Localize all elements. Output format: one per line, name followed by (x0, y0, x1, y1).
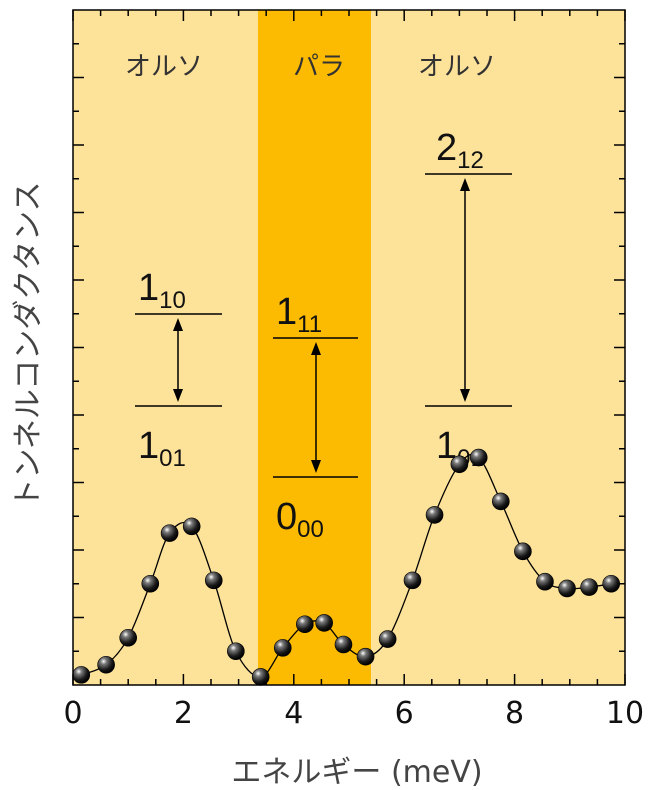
data-point (356, 647, 375, 666)
upper-level-main: 1 (138, 267, 159, 309)
upper-level-label: 212 (436, 127, 484, 174)
region-label-ortho-left: オルソ (125, 52, 203, 82)
upper-level-label: 111 (276, 291, 322, 338)
data-point (514, 542, 532, 561)
upper-level-label: 110 (138, 267, 186, 314)
data-point (119, 628, 137, 647)
data-point (403, 571, 422, 590)
region-label-para: パラ (293, 52, 345, 82)
data-point (315, 614, 333, 632)
arrow-head-up (173, 318, 183, 331)
x-tick-label: 2 (174, 696, 193, 731)
arrow-head-down (460, 389, 470, 402)
plot-frame (72, 9, 626, 686)
lower-level-main: 0 (276, 496, 297, 538)
data-point (469, 448, 488, 467)
upper-level-main: 1 (276, 291, 297, 333)
data-point (536, 572, 554, 591)
lower-level-label: 101 (138, 425, 186, 472)
data-point (491, 492, 510, 511)
data-point (251, 668, 270, 686)
lower-level-main: 1 (138, 425, 159, 467)
data-point (204, 571, 223, 590)
transition-annotation-2: 111 000 (273, 291, 358, 543)
x-tick-label: 10 (606, 696, 644, 731)
x-tick-label: 6 (395, 696, 414, 731)
data-point (334, 635, 353, 654)
data-point (227, 642, 245, 661)
upper-level-main: 2 (436, 127, 457, 169)
axes: 0 2 4 6 8 10 (63, 10, 644, 731)
upper-level-sub: 12 (457, 147, 484, 174)
data-point (450, 455, 469, 474)
data-point (72, 666, 91, 684)
arrow-head-down (311, 460, 321, 473)
data-point (182, 517, 201, 536)
data-point (296, 615, 314, 634)
y-axis-label: トンネルコンダクタンス (11, 182, 46, 509)
x-tick-label: 8 (505, 696, 524, 731)
arrow-head-up (460, 178, 470, 191)
lower-level-sub: 01 (159, 445, 186, 472)
x-tick-label: 0 (63, 696, 82, 731)
lower-level-label: 000 (276, 496, 324, 543)
data-point (141, 574, 160, 593)
data-point (425, 506, 444, 524)
data-point (580, 578, 598, 596)
x-axis-label: エネルギー (meV) (231, 755, 482, 790)
arrow-head-down (173, 389, 183, 402)
data-series (72, 448, 621, 686)
data-point (378, 630, 397, 648)
data-point (160, 524, 179, 542)
arrow-head-up (311, 342, 321, 355)
data-point (273, 639, 292, 657)
upper-level-sub: 10 (159, 287, 186, 314)
data-point (602, 574, 621, 593)
transition-annotation-1: 110 101 (135, 267, 222, 472)
region-label-ortho-right: オルソ (418, 52, 496, 82)
data-point (97, 655, 115, 674)
ortho-region-left (73, 10, 258, 685)
upper-level-sub: 11 (297, 311, 322, 338)
x-tick-label: 4 (284, 696, 303, 731)
lower-level-sub: 00 (297, 516, 324, 543)
data-point (558, 579, 576, 598)
lower-level-main: 1 (436, 425, 457, 467)
